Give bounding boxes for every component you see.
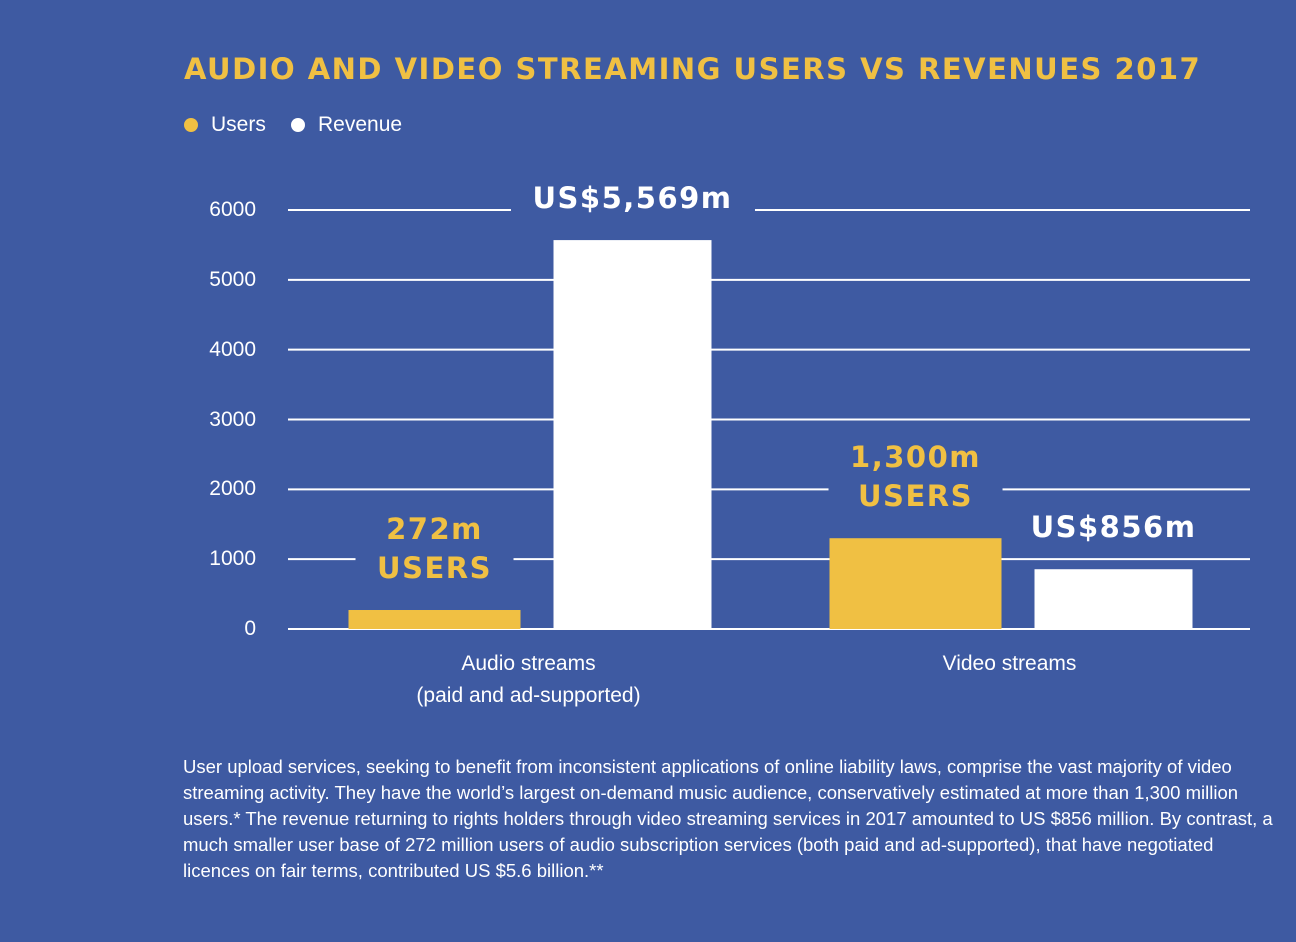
y-tick-label: 5000 <box>209 267 256 291</box>
footnote: User upload services, seeking to benefit… <box>183 756 1273 881</box>
x-tick-label: Audio streams (paid and ad-supported) <box>416 652 641 707</box>
chart-title: AUDIO AND VIDEO STREAMING USERS VS REVEN… <box>184 52 1202 86</box>
y-tick-label: 0 <box>244 617 256 640</box>
legend-marker <box>291 118 305 132</box>
bar <box>553 240 712 630</box>
value-label: 1,300m USERS <box>828 438 1003 517</box>
legend-label: Revenue <box>318 113 403 136</box>
y-tick-label: 2000 <box>209 477 256 501</box>
value-label: US$5,569m <box>510 179 755 219</box>
x-tick-label: Video streams <box>942 652 1077 675</box>
value-label: US$856m <box>1008 508 1219 548</box>
y-tick-label: 3000 <box>209 407 256 431</box>
value-label: 272m USERS <box>355 510 514 588</box>
y-tick-label: 6000 <box>209 198 256 221</box>
y-tick-label: 1000 <box>209 547 256 571</box>
legend-label: Users <box>211 113 266 136</box>
y-tick-label: 4000 <box>209 337 256 361</box>
legend-marker <box>184 118 198 132</box>
bar <box>829 538 1002 629</box>
bar <box>1034 569 1193 629</box>
bar <box>348 610 521 629</box>
